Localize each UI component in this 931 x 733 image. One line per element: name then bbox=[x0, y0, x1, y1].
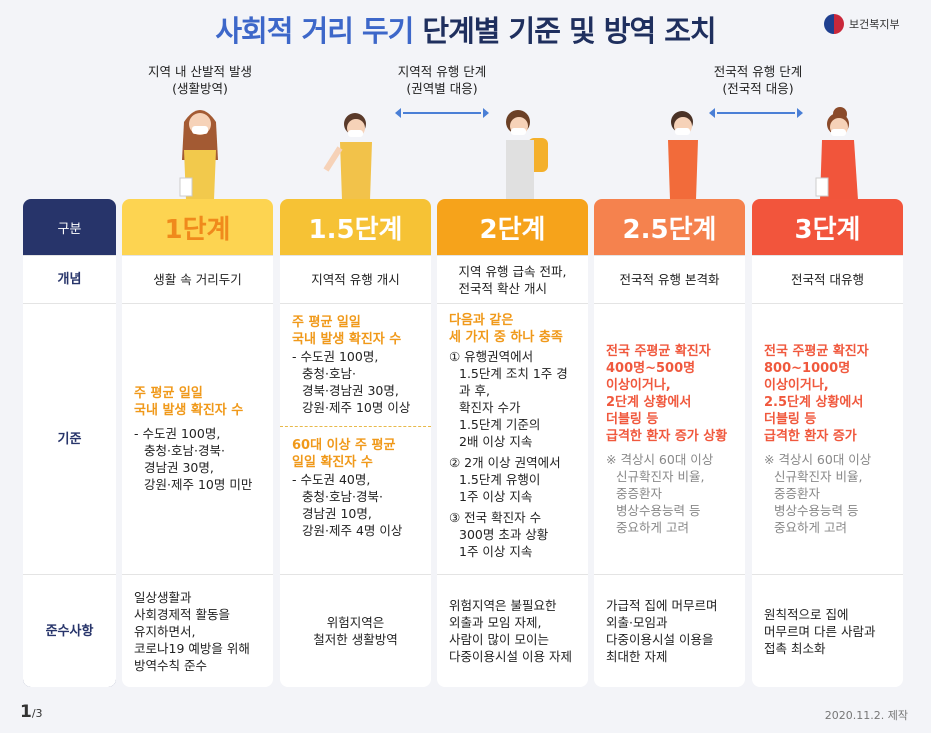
row-label-criteria: 기준 bbox=[23, 303, 116, 574]
level-1-5-compliance: 위험지역은 철저한 생활방역 bbox=[280, 574, 431, 687]
level-1-criteria: 주 평균 일일 국내 발생 확진자 수 - 수도권 100명, 충청·호남·경북… bbox=[122, 303, 273, 574]
double-arrow-icon bbox=[395, 108, 489, 118]
level-2-5-concept: 전국적 유행 본격화 bbox=[594, 255, 745, 303]
header-label: 구분 bbox=[57, 221, 82, 237]
double-arrow-icon bbox=[709, 108, 803, 118]
person-walking-icon bbox=[668, 111, 698, 200]
person-walking-icon bbox=[323, 113, 372, 200]
level-2-criteria: 다음과 같은 세 가지 중 하나 충족 ① 유행권역에서 1.5단계 조치 1주… bbox=[437, 303, 588, 574]
level-2-header: 2단계 bbox=[437, 199, 588, 255]
level-2-5-compliance: 가급적 집에 머무르며 외출·모임과 다중이용시설 이용을 최대한 자제 bbox=[594, 574, 745, 687]
page-title: 사회적 거리 두기 단계별 기준 및 방역 조치 bbox=[215, 14, 716, 48]
level-1-5-criteria: 주 평균 일일 국내 발생 확진자 수 - 수도권 100명, 충청·호남· 경… bbox=[280, 303, 431, 574]
level-2-concept: 지역 유행 급속 전파, 전국적 확산 개시 bbox=[437, 255, 588, 303]
level-1-column: 1단계 생활 속 거리두기 주 평균 일일 국내 발생 확진자 수 - 수도권 … bbox=[122, 199, 273, 687]
level-3-header: 3단계 bbox=[752, 199, 903, 255]
taegeuk-icon bbox=[824, 14, 844, 34]
person-walking-icon bbox=[179, 110, 218, 200]
row-label-column: 구분 개념 기준 준수사항 bbox=[23, 199, 116, 687]
level-1-concept: 생활 속 거리두기 bbox=[122, 255, 273, 303]
person-backpack-icon bbox=[506, 110, 548, 200]
level-2-compliance: 위험지역은 불필요한 외출과 모임 자제, 사람이 많이 모이는 다중이용시설 이용 … bbox=[437, 574, 588, 687]
level-3-concept: 전국적 대유행 bbox=[752, 255, 903, 303]
level-2-5-header: 2.5단계 bbox=[594, 199, 745, 255]
level-2-5-criteria: 전국 주평균 확진자 400명~500명 이상이거나, 2단계 상황에서 더블링… bbox=[594, 303, 745, 574]
level-3-criteria: 전국 주평균 확진자 800~1000명 이상이거나, 2.5단계 상황에서 더… bbox=[752, 303, 903, 574]
level-1-5-header: 1.5단계 bbox=[280, 199, 431, 255]
row-label-compliance: 준수사항 bbox=[23, 574, 116, 687]
level-3-column: 3단계 전국적 대유행 전국 주평균 확진자 800~1000명 이상이거나, … bbox=[752, 199, 903, 687]
level-2-column: 2단계 지역 유행 급속 전파, 전국적 확산 개시 다음과 같은 세 가지 중 … bbox=[437, 199, 588, 687]
production-date: 2020.11.2. 제작 bbox=[824, 709, 908, 722]
level-1-header: 1단계 bbox=[122, 199, 273, 255]
stage-local: 지역 내 산발적 발생 (생활방역) bbox=[148, 64, 252, 96]
ministry-logo: 보건복지부 bbox=[824, 14, 900, 34]
stage-regional: 지역적 유행 단계 (권역별 대응) bbox=[397, 64, 487, 96]
page-indicator: 1/3 bbox=[20, 702, 43, 722]
stage-national: 전국적 유행 단계 (전국적 대응) bbox=[713, 64, 803, 96]
level-1-5-column: 1.5단계 지역적 유행 개시 주 평균 일일 국내 발생 확진자 수 - 수도… bbox=[280, 199, 431, 687]
row-label-concept: 개념 bbox=[23, 255, 116, 303]
level-3-compliance: 원칙적으로 집에 머무르며 다른 사람과 접촉 최소화 bbox=[752, 574, 903, 687]
level-1-compliance: 일상생활과 사회경제적 활동을 유지하면서, 코로나19 예방을 위해 방역수칙 준수 bbox=[122, 574, 273, 687]
level-2-5-column: 2.5단계 전국적 유행 본격화 전국 주평균 확진자 400명~500명 이상… bbox=[594, 199, 745, 687]
level-1-5-concept: 지역적 유행 개시 bbox=[280, 255, 431, 303]
person-walking-icon bbox=[815, 107, 858, 200]
